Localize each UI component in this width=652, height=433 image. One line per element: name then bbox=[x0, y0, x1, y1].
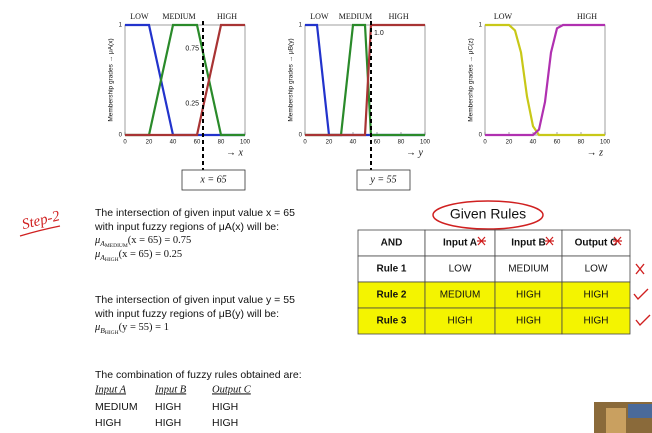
x-tick-label: 40 bbox=[350, 140, 357, 146]
region-label: HIGH bbox=[577, 12, 597, 21]
region-label: MEDIUM bbox=[339, 12, 372, 21]
speaker-thumbnail-detail bbox=[606, 408, 626, 433]
region-label: HIGH bbox=[217, 12, 237, 21]
y-axis-label: Membership grades → μA(x) bbox=[108, 38, 115, 121]
math-rest: (y = 55) = 1 bbox=[119, 322, 169, 333]
x-tick-label: 40 bbox=[530, 140, 537, 146]
x-tick-label: 20 bbox=[326, 140, 333, 146]
combination-header: Input A bbox=[94, 384, 127, 395]
table-header: Input B bbox=[511, 238, 545, 249]
x-tick-label: 80 bbox=[578, 140, 585, 146]
table-cell-text: MEDIUM bbox=[508, 264, 549, 275]
combination-cell: HIGH bbox=[95, 417, 121, 429]
x-tick-label: 20 bbox=[506, 140, 513, 146]
table-cell-text: HIGH bbox=[516, 290, 541, 301]
math-subsubscript: HIGH bbox=[105, 257, 119, 263]
combination-cell: HIGH bbox=[155, 417, 181, 429]
paragraph-line: with input fuzzy regions of μB(y) will b… bbox=[94, 308, 279, 320]
x-tick-label: 100 bbox=[420, 140, 431, 146]
y-axis-label: Membership grades → μC(z) bbox=[468, 38, 475, 122]
combination-cell: HIGH bbox=[212, 417, 238, 429]
combination-cell: MEDIUM bbox=[95, 401, 138, 413]
table-cell-text: Rule 2 bbox=[376, 290, 406, 301]
table-header: Output C bbox=[575, 238, 618, 249]
region-label: LOW bbox=[310, 12, 329, 21]
intersection-label: 0.25 bbox=[185, 100, 199, 107]
intersection-label: 0.75 bbox=[185, 45, 199, 52]
x-tick-label: 60 bbox=[194, 140, 201, 146]
intersection-label: 1.0 bbox=[374, 30, 384, 37]
y-axis-label: Membership grades → μB(y) bbox=[288, 38, 295, 121]
table-cell-text: HIGH bbox=[516, 316, 541, 327]
x-axis-label: → y bbox=[406, 147, 424, 158]
x-tick-label: 100 bbox=[600, 140, 611, 146]
x-tick-label: 80 bbox=[218, 140, 225, 146]
combination-header: Input B bbox=[154, 384, 187, 395]
paragraph-line: The combination of fuzzy rules obtained … bbox=[95, 369, 302, 381]
x-axis-label: → x bbox=[226, 147, 244, 158]
x-tick-label: 80 bbox=[398, 140, 405, 146]
region-label: LOW bbox=[130, 12, 149, 21]
paragraph-line: The intersection of given input value y … bbox=[95, 294, 295, 306]
combination-cell: HIGH bbox=[212, 401, 238, 413]
x-axis-label: → z bbox=[587, 147, 604, 158]
table-cell-text: LOW bbox=[585, 264, 608, 275]
x-tick-label: 100 bbox=[240, 140, 251, 146]
x-tick-label: 40 bbox=[170, 140, 177, 146]
math-rest: (x = 65) = 0.25 bbox=[119, 249, 182, 260]
speaker-thumbnail-detail bbox=[628, 404, 652, 418]
slide: 02040608010001Membership grades → μA(x)→… bbox=[0, 0, 652, 433]
region-label: LOW bbox=[494, 12, 513, 21]
input-label: x = 65 bbox=[199, 174, 226, 185]
math-subsubscript: MEDIUM bbox=[105, 243, 128, 249]
region-label: MEDIUM bbox=[162, 12, 195, 21]
rules-table: AND Input A Input B Output C Rule 1 LOW MEDIUM… bbox=[358, 230, 630, 334]
x-tick-label: 20 bbox=[146, 140, 153, 146]
x-tick-label: 60 bbox=[554, 140, 561, 146]
region-label: HIGH bbox=[389, 12, 409, 21]
table-cell-text: MEDIUM bbox=[440, 290, 481, 301]
table-header: Input A bbox=[443, 238, 477, 249]
table-cell-text: LOW bbox=[449, 264, 472, 275]
table-cell-text: Rule 3 bbox=[376, 316, 406, 327]
table-title: Given Rules bbox=[450, 206, 526, 222]
combination-cell: HIGH bbox=[155, 401, 181, 413]
x-tick-label: 60 bbox=[374, 140, 381, 146]
paragraph-line: with input fuzzy regions of μA(x) will b… bbox=[94, 221, 279, 233]
math-rest: (x = 65) = 0.75 bbox=[128, 235, 191, 246]
paragraph-line: The intersection of given input value x … bbox=[95, 207, 295, 219]
combination-header: Output C bbox=[212, 384, 252, 395]
table-cell-text: HIGH bbox=[584, 290, 609, 301]
table-cell-text: Rule 1 bbox=[376, 264, 406, 275]
input-label: y = 55 bbox=[369, 174, 396, 185]
table-cell-text: HIGH bbox=[448, 316, 473, 327]
table-cell-text: HIGH bbox=[584, 316, 609, 327]
table-header: AND bbox=[381, 238, 403, 249]
math-subsubscript: HIGH bbox=[105, 330, 119, 336]
